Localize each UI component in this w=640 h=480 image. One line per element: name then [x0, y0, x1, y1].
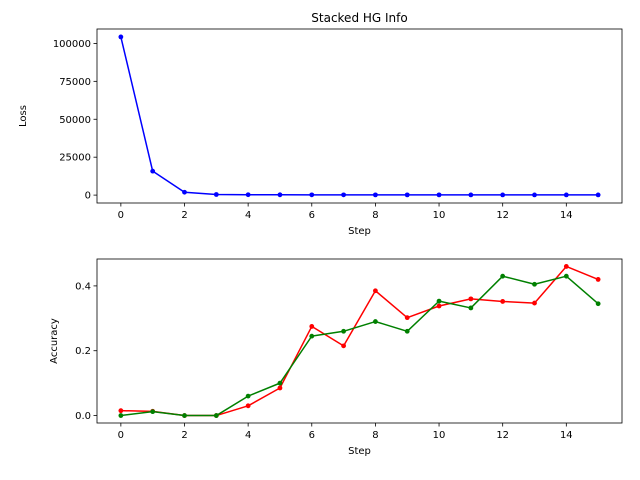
- loss-series-0-point: [213, 192, 219, 197]
- accuracy-series-1-point: [182, 413, 187, 418]
- accuracy-x-tick-label: 4: [245, 430, 251, 441]
- loss-y-tick-label: 0: [85, 191, 91, 202]
- accuracy-x-tick-label: 6: [309, 430, 315, 441]
- loss-series-0-point: [468, 192, 474, 198]
- accuracy-series-0-point: [563, 264, 569, 269]
- loss-series-0-point: [500, 192, 506, 198]
- accuracy-series-0-point: [309, 324, 315, 329]
- loss-chart: 0 2 4 6 8 10 12 14 0 25000 50000 75000 100000 Step Los…: [18, 11, 623, 237]
- accuracy-series-0-point: [500, 299, 506, 304]
- accuracy-y-tick-label: 0.2: [75, 346, 91, 357]
- accuracy-series-1-point: [150, 409, 156, 415]
- loss-y-axis-label: Loss: [18, 105, 29, 127]
- accuracy-series-0-point: [118, 408, 124, 414]
- accuracy-x-axis-label: Step: [348, 446, 371, 457]
- loss-series-0-point: [182, 189, 187, 195]
- accuracy-series-1-point: [213, 413, 219, 418]
- accuracy-y-axis-label: Accuracy: [49, 318, 60, 364]
- accuracy-series-1-point: [595, 301, 601, 307]
- loss-series-0-point: [595, 192, 601, 198]
- accuracy-series-0-point: [277, 385, 283, 391]
- accuracy-chart: 0 2 4 6 8 10 12 14 0.0 0.2 0.4 Step Accuracy: [49, 258, 623, 457]
- accuracy-x-tick-label: 14: [560, 430, 573, 441]
- loss-series-0-point: [245, 192, 251, 198]
- loss-series-0-point: [277, 192, 283, 198]
- accuracy-x-tick-label: 0: [118, 430, 124, 441]
- loss-series-0-point: [373, 192, 378, 198]
- accuracy-series-1-point: [373, 319, 378, 324]
- loss-series-0-point: [563, 192, 569, 198]
- accuracy-series-0-point: [532, 300, 537, 306]
- loss-series-0-point: [309, 192, 315, 198]
- accuracy-series-1-point: [563, 273, 569, 279]
- loss-series-0-point: [532, 192, 537, 198]
- accuracy-series-1-point: [118, 413, 124, 418]
- loss-x-tick-label: 0: [118, 210, 124, 221]
- loss-x-tick-label: 8: [372, 210, 378, 221]
- accuracy-series-1-point: [309, 333, 315, 339]
- accuracy-series-0-point: [341, 343, 346, 349]
- accuracy-series-1-line: [120, 275, 599, 417]
- loss-y-tick-label: 50000: [59, 115, 91, 126]
- accuracy-series-0-point: [436, 303, 442, 309]
- accuracy-x-tick-label: 10: [433, 430, 446, 441]
- accuracy-series-0-point: [245, 403, 251, 409]
- accuracy-series-1-point: [245, 393, 251, 399]
- accuracy-series-1-point: [532, 281, 537, 287]
- loss-series-0-point: [118, 34, 124, 40]
- loss-series-0-line: [120, 36, 599, 196]
- loss-series-0-point: [341, 192, 346, 198]
- accuracy-series-1-point: [500, 273, 506, 279]
- accuracy-y-tick-label: 0.0: [75, 411, 91, 422]
- loss-y-tick-label: 75000: [59, 77, 91, 88]
- loss-series-0-point: [150, 168, 156, 174]
- loss-x-axis-label: Step: [348, 226, 371, 237]
- loss-y-tick-label: 25000: [59, 153, 91, 164]
- loss-x-tick-label: 2: [181, 210, 187, 221]
- accuracy-series-0-point: [373, 288, 378, 294]
- accuracy-series-1-point: [436, 298, 442, 304]
- loss-x-tick-label: 10: [433, 210, 446, 221]
- accuracy-series-1-point: [277, 380, 283, 386]
- accuracy-series-1-point: [341, 328, 346, 334]
- accuracy-series-0-point: [404, 315, 410, 321]
- accuracy-y-tick-label: 0.4: [75, 281, 91, 292]
- loss-plot-frame: [96, 28, 623, 204]
- accuracy-x-tick-label: 12: [496, 430, 509, 441]
- accuracy-plot-frame: [96, 258, 623, 424]
- accuracy-series-1-point: [468, 305, 474, 311]
- accuracy-series-0-point: [595, 277, 601, 282]
- loss-series-0-point: [436, 192, 442, 198]
- accuracy-series-1-point: [404, 328, 410, 334]
- loss-x-tick-label: 12: [496, 210, 509, 221]
- accuracy-series-0-point: [468, 296, 474, 302]
- loss-x-tick-label: 6: [309, 210, 315, 221]
- loss-y-tick-label: 100000: [53, 39, 91, 50]
- accuracy-x-tick-label: 2: [181, 430, 187, 441]
- accuracy-x-tick-label: 8: [372, 430, 378, 441]
- loss-x-tick-label: 14: [560, 210, 573, 221]
- loss-series-0-point: [404, 192, 410, 198]
- loss-chart-title: Stacked HG Info: [311, 11, 407, 25]
- loss-x-tick-label: 4: [245, 210, 251, 221]
